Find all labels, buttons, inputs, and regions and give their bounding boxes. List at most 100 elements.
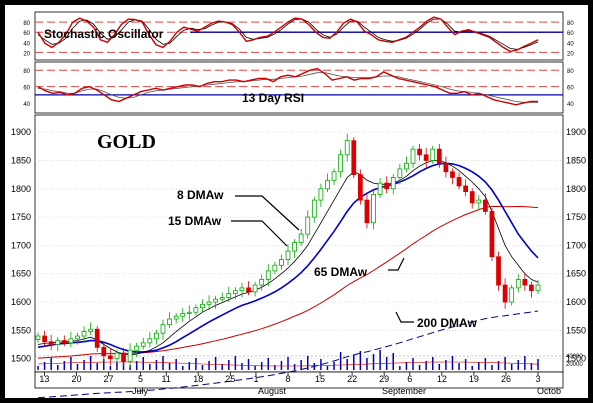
stoch-ytick-right: 20 [567, 51, 574, 57]
candle-body [101, 346, 107, 357]
candle-body [75, 335, 80, 340]
stoch-k-line [37, 16, 539, 53]
candle-body [239, 287, 245, 292]
price-ytick-right: 1700 [566, 240, 586, 250]
x-tick-label: 18 [193, 374, 203, 384]
candle-body [68, 338, 74, 344]
x-tick-label: 27 [104, 374, 114, 384]
x-tick-label: 15 [315, 374, 325, 384]
price-ytick-left: 1550 [11, 325, 31, 335]
candle-body [180, 312, 186, 317]
x-tick-label: 3 [535, 374, 540, 384]
rsi-ytick-left: 60 [23, 86, 30, 92]
candle-body [219, 297, 225, 300]
stoch-ytick-left: 40 [23, 41, 30, 47]
x-tick-label: 29 [379, 374, 389, 384]
stochastic-series [37, 16, 539, 53]
candle-body [535, 284, 541, 292]
candle-body [265, 270, 271, 280]
x-tick-label: 25 [225, 374, 235, 384]
date-axis-panel [34, 371, 564, 389]
candle-body [154, 332, 159, 340]
candle-body [331, 171, 337, 181]
x-tick-label: 19 [469, 374, 479, 384]
rsi-label: 13 Day RSI [242, 91, 304, 105]
dma15-label: 15 DMAw [168, 214, 222, 228]
x-tick-label: 1 [253, 374, 258, 384]
stoch-ytick-right: 40 [567, 41, 574, 47]
candle-body [167, 318, 172, 326]
rsi-ytick-right: 40 [567, 102, 574, 108]
candle-body [272, 264, 278, 272]
candle-body [450, 171, 455, 178]
candle-body [410, 148, 416, 164]
price-ytick-left: 1850 [11, 155, 31, 165]
candle-body [404, 162, 409, 170]
volume-average-line [37, 361, 539, 367]
dma200-label: 200 DMAw [417, 316, 477, 330]
candle-body [285, 250, 291, 260]
rsi-ytick-left: 40 [23, 102, 30, 108]
candle-body [298, 233, 304, 243]
price-ytick-left: 1750 [11, 212, 31, 222]
candle-body [469, 191, 475, 204]
candle-body [476, 199, 482, 204]
dma8-pointer [235, 195, 300, 231]
candle-body [114, 352, 120, 360]
dma15-line [37, 162, 539, 353]
price-panel [34, 114, 564, 373]
candle-body [88, 328, 94, 332]
candle-body [61, 340, 67, 344]
candle-body [107, 355, 113, 360]
candle-body [515, 278, 521, 289]
x-tick-label: 6 [407, 374, 412, 384]
candle-body [529, 284, 534, 292]
candle-body [390, 177, 396, 190]
price-ytick-right: 1550 [566, 325, 586, 335]
candle-body [463, 185, 469, 193]
price-ytick-right: 1600 [566, 297, 586, 307]
candle-body [351, 140, 357, 176]
candle-body [423, 154, 429, 161]
candle-body [259, 278, 265, 286]
price-ytick-right: 1500 [566, 354, 586, 364]
price-ytick-right: 1650 [566, 269, 586, 279]
price-ytick-right: 1750 [566, 212, 586, 222]
rsi-line [37, 67, 538, 106]
candle-body [186, 311, 192, 314]
candle-body [338, 154, 344, 173]
candle-body [232, 290, 238, 294]
candle-body [206, 301, 212, 305]
candle-body [35, 335, 41, 340]
rsi-ytick-right: 80 [567, 69, 574, 75]
candle-body [384, 182, 390, 190]
stoch-ytick-left: 60 [23, 31, 30, 37]
candle-body [436, 148, 442, 164]
x-tick-label: 22 [347, 374, 357, 384]
candle-body [502, 284, 508, 303]
candle-body [94, 328, 100, 348]
candle-body [55, 340, 61, 345]
candle-body [364, 199, 370, 224]
candle-body [213, 298, 219, 303]
price-ytick-left: 1900 [11, 127, 31, 137]
x-tick-label: 5 [138, 374, 143, 384]
candle-body [81, 331, 87, 337]
candle-body [482, 199, 488, 212]
x-tick-label: 20 [71, 374, 81, 384]
candle-body [140, 342, 146, 347]
dma65-label: 65 DMAw [314, 265, 368, 279]
rsi-ytick-left: 80 [23, 69, 30, 75]
candle-body [371, 194, 376, 224]
dma200-line [37, 310, 539, 399]
dma200-pointer [395, 311, 414, 323]
stoch-ytick-right: 60 [567, 31, 574, 37]
stoch-ytick-left: 20 [23, 51, 30, 57]
candle-body [246, 287, 251, 293]
dma15-pointer [231, 220, 288, 247]
candle-body [134, 345, 140, 351]
x-tick-label: 8 [285, 374, 290, 384]
candle-body [193, 307, 199, 313]
candle-body [252, 284, 258, 293]
